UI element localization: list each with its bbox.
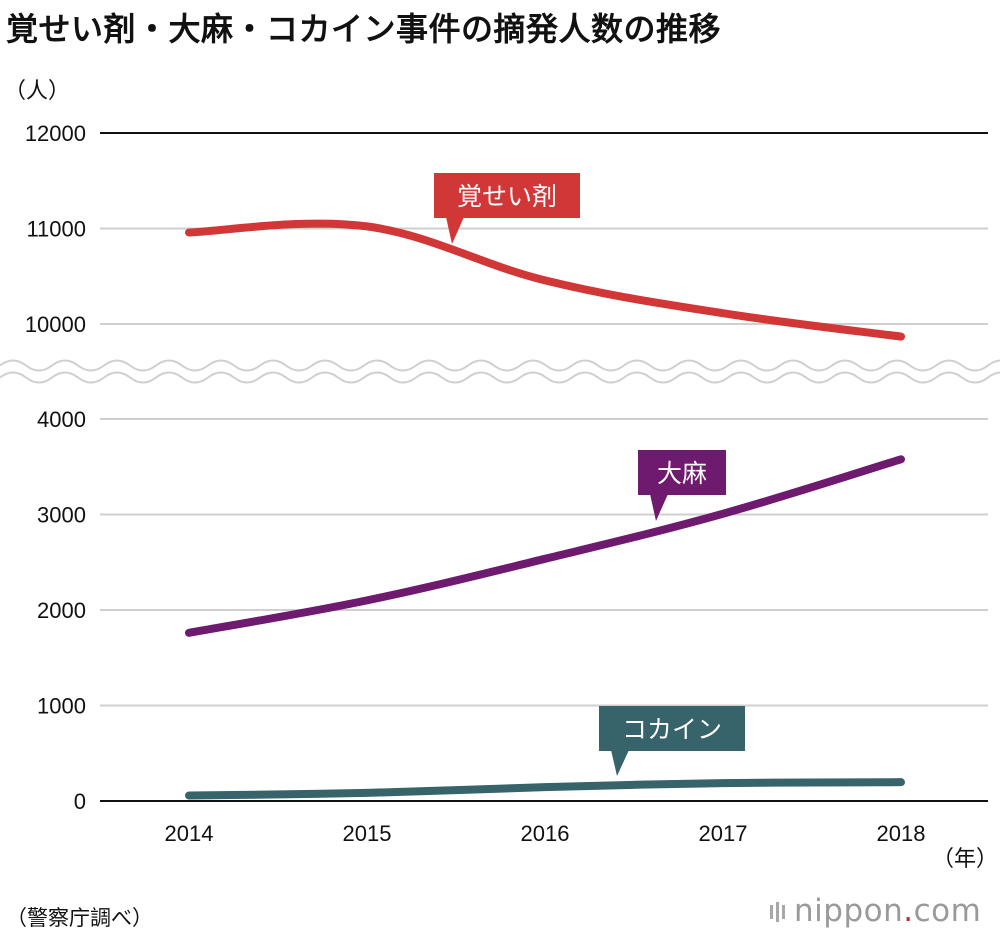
- x-tick-label: 2016: [521, 821, 570, 846]
- axis-break-mask: [0, 349, 1000, 394]
- callout-box: [638, 450, 726, 495]
- source-note: （警察庁調べ）: [6, 906, 153, 930]
- axis-break: [0, 349, 1000, 394]
- logo-bars-icon: [770, 894, 788, 930]
- callout-box: [599, 706, 745, 751]
- series-line-cannabis: [185, 455, 905, 637]
- x-tick-label: 2018: [877, 821, 926, 846]
- y-tick-label: 11000: [26, 217, 86, 242]
- y-tick-label: 4000: [37, 407, 86, 432]
- x-tick-label: 2014: [165, 821, 214, 846]
- callout-cocaine: コカイン: [599, 706, 745, 776]
- callout-cannabis: 大麻: [638, 450, 726, 521]
- series-lines: [185, 219, 905, 800]
- callout-pointer: [650, 494, 668, 521]
- series-label: 覚せい剤: [457, 182, 557, 211]
- y-tick-label: 12000: [25, 121, 86, 146]
- break-wave-lower: [0, 371, 1000, 384]
- series-label: 大麻: [657, 459, 707, 488]
- y-tick-label: 10000: [25, 312, 86, 337]
- gridlines: [100, 132, 988, 802]
- x-axis-unit: （年）: [932, 847, 998, 872]
- y-tick-labels: 0 1000 2000 3000 4000 10000 11000 12000: [25, 121, 86, 814]
- series-line-stimulants: [185, 219, 905, 341]
- x-tick-label: 2017: [699, 821, 748, 846]
- callout-box: [434, 173, 580, 218]
- series-line-cocaine: [185, 778, 905, 800]
- y-tick-label: 1000: [37, 694, 86, 719]
- y-tick-label: 3000: [37, 503, 86, 528]
- x-tick-label: 2015: [343, 821, 392, 846]
- callout-pointer: [446, 217, 464, 244]
- x-tick-labels: 2014 2015 2016 2017 2018: [165, 821, 926, 846]
- series-label: コカイン: [622, 715, 722, 744]
- y-tick-label: 2000: [37, 598, 86, 623]
- callout-pointer: [611, 750, 629, 776]
- y-axis-unit: （人）: [4, 79, 70, 104]
- callout-stimulants: 覚せい剤: [434, 173, 580, 244]
- nippon-logo: nippon.com: [770, 893, 981, 930]
- chart-title: 覚せい剤・大麻・コカイン事件の摘発人数の推移: [6, 10, 722, 48]
- break-wave-upper: [0, 359, 1000, 372]
- y-tick-label: 0: [74, 789, 86, 814]
